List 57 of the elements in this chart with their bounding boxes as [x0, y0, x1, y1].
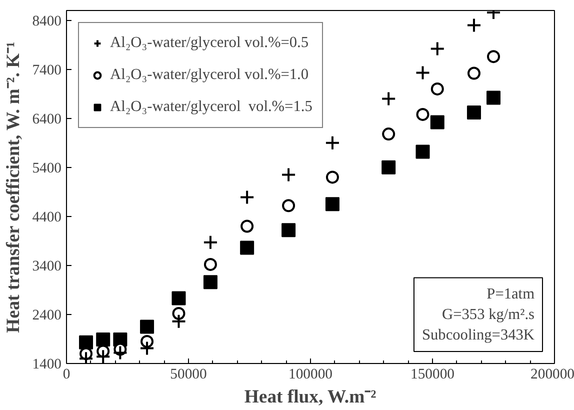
point — [79, 335, 94, 350]
y-tick-label: 6400 — [32, 111, 62, 128]
point — [416, 108, 430, 121]
point — [171, 314, 186, 329]
annotation: Subcooling=343K — [422, 326, 535, 344]
point — [140, 340, 155, 356]
y-tick-label: 7400 — [32, 62, 62, 78]
point — [78, 351, 94, 364]
y-tick-label: 4400 — [32, 209, 62, 226]
point — [204, 258, 217, 271]
annotation: G=353 kg/m².s — [442, 306, 535, 324]
point — [240, 220, 254, 233]
point — [203, 275, 218, 290]
point — [96, 349, 111, 364]
point — [172, 307, 186, 320]
x-tick-label: 50000 — [170, 366, 207, 382]
x-axis-title: Heat flux, W.m⁻² — [244, 386, 377, 408]
point — [325, 197, 340, 212]
point — [112, 345, 128, 360]
point — [467, 66, 480, 80]
y-axis-title: Heat transfer coefficient, W. m⁻². K⁻¹ — [3, 42, 24, 333]
legend-label: Al₂O₃-water/glycerol vol.%=0.5 — [110, 34, 309, 52]
point — [281, 167, 296, 182]
x-tick-label: 150000 — [410, 366, 454, 382]
point — [430, 82, 444, 96]
point — [382, 128, 396, 141]
x-tick-label: 200000 — [530, 366, 574, 382]
point — [382, 160, 396, 174]
point — [282, 199, 296, 212]
point — [487, 50, 500, 64]
point — [430, 41, 445, 56]
point — [381, 91, 396, 106]
point — [326, 170, 339, 184]
point — [466, 18, 482, 33]
point — [96, 332, 110, 346]
point — [240, 240, 254, 255]
x-tick-label: 0 — [62, 366, 70, 382]
x-tick-label: 100000 — [288, 366, 332, 382]
y-tick-label: 2400 — [32, 307, 62, 324]
y-tick-label: 8400 — [32, 13, 62, 30]
point — [486, 90, 500, 105]
legend-label: Al₂O₃-water/glycerol vol.%=1.0 — [110, 66, 309, 84]
legend-label: Al₂O₃-water/glycerol vol.%=1.5 — [110, 98, 312, 116]
point — [140, 320, 154, 334]
y-tick-label: 1400 — [32, 356, 62, 372]
point — [416, 144, 430, 159]
point — [324, 135, 340, 150]
point — [202, 234, 218, 250]
y-tick-label: 3400 — [32, 258, 62, 274]
y-tick-label: 5400 — [32, 160, 62, 176]
point — [466, 105, 481, 120]
point — [430, 115, 444, 130]
point — [282, 223, 296, 238]
point — [415, 65, 430, 80]
point — [172, 291, 186, 306]
annotation: P=1atm — [486, 286, 535, 303]
point — [240, 190, 255, 205]
